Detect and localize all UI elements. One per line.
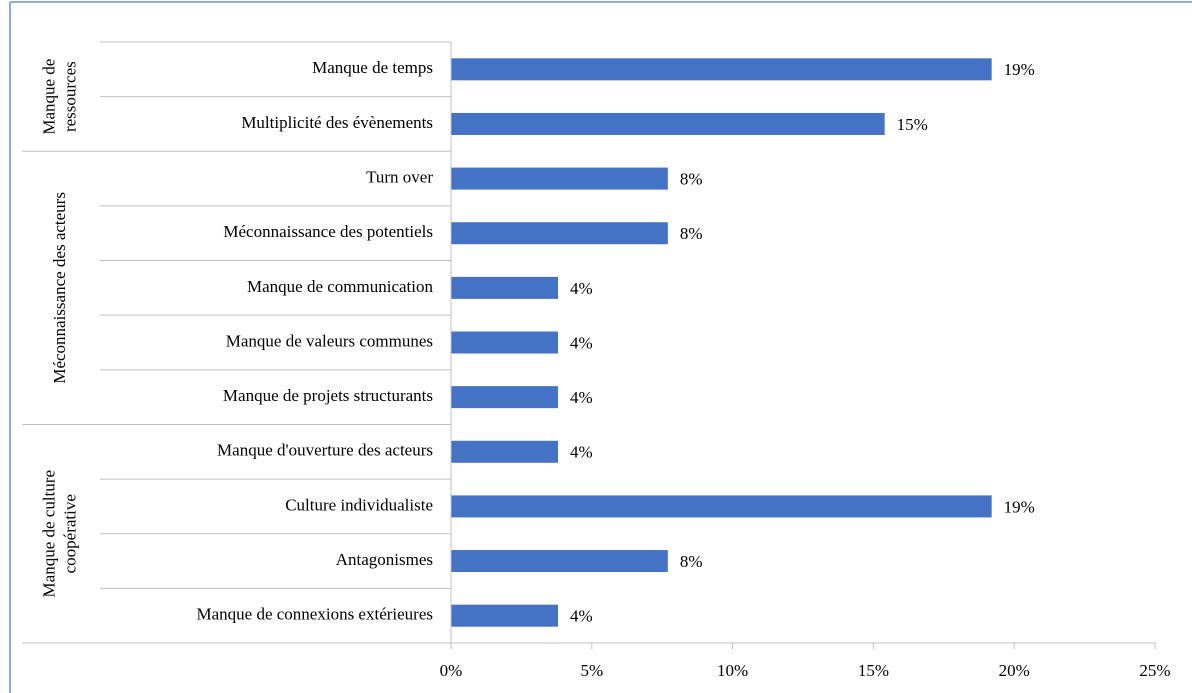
bar <box>451 112 885 135</box>
value-label: 8% <box>680 169 703 188</box>
bar <box>451 604 559 627</box>
category-label: Manque de valeurs communes <box>226 331 433 350</box>
x-tick-label: 0% <box>440 661 463 680</box>
value-label: 4% <box>570 333 593 352</box>
bar <box>451 58 992 81</box>
x-tick-label: 20% <box>999 661 1030 680</box>
bar <box>451 550 668 573</box>
category-label: Méconnaissance des potentiels <box>223 222 433 241</box>
category-label: Manque de connexions extérieures <box>197 605 434 624</box>
value-label: 19% <box>1004 60 1035 79</box>
bar <box>451 222 668 245</box>
x-tick-label: 10% <box>717 661 748 680</box>
value-label: 4% <box>570 388 593 407</box>
group-label: coopérative <box>60 494 79 573</box>
category-label: Manque de temps <box>312 58 433 77</box>
category-label: Manque d'ouverture des acteurs <box>217 441 433 460</box>
bar <box>451 440 559 463</box>
value-label: 8% <box>680 552 703 571</box>
bar <box>451 331 559 354</box>
bar <box>451 386 559 409</box>
value-label: 19% <box>1004 497 1035 516</box>
value-label: 4% <box>570 607 593 626</box>
category-label: Multiplicité des évènements <box>241 113 433 132</box>
value-label: 4% <box>570 443 593 462</box>
group-label: Manque de culture <box>39 470 58 597</box>
value-label: 15% <box>897 115 928 134</box>
category-label: Manque de projets structurants <box>223 386 433 405</box>
category-label: Turn over <box>366 167 433 186</box>
category-label: Antagonismes <box>336 550 433 569</box>
bar <box>451 276 559 299</box>
group-label: Méconnaissance des acteurs <box>50 192 69 384</box>
value-label: 4% <box>570 279 593 298</box>
value-label: 8% <box>680 224 703 243</box>
group-label: Manque de <box>39 59 58 135</box>
x-tick-label: 5% <box>580 661 603 680</box>
category-label: Culture individualiste <box>285 495 433 514</box>
bar <box>451 167 668 190</box>
x-tick-label: 25% <box>1139 661 1170 680</box>
group-label: ressources <box>60 61 79 132</box>
bar <box>451 495 992 518</box>
category-label: Manque de communication <box>247 277 434 296</box>
x-tick-label: 15% <box>858 661 889 680</box>
